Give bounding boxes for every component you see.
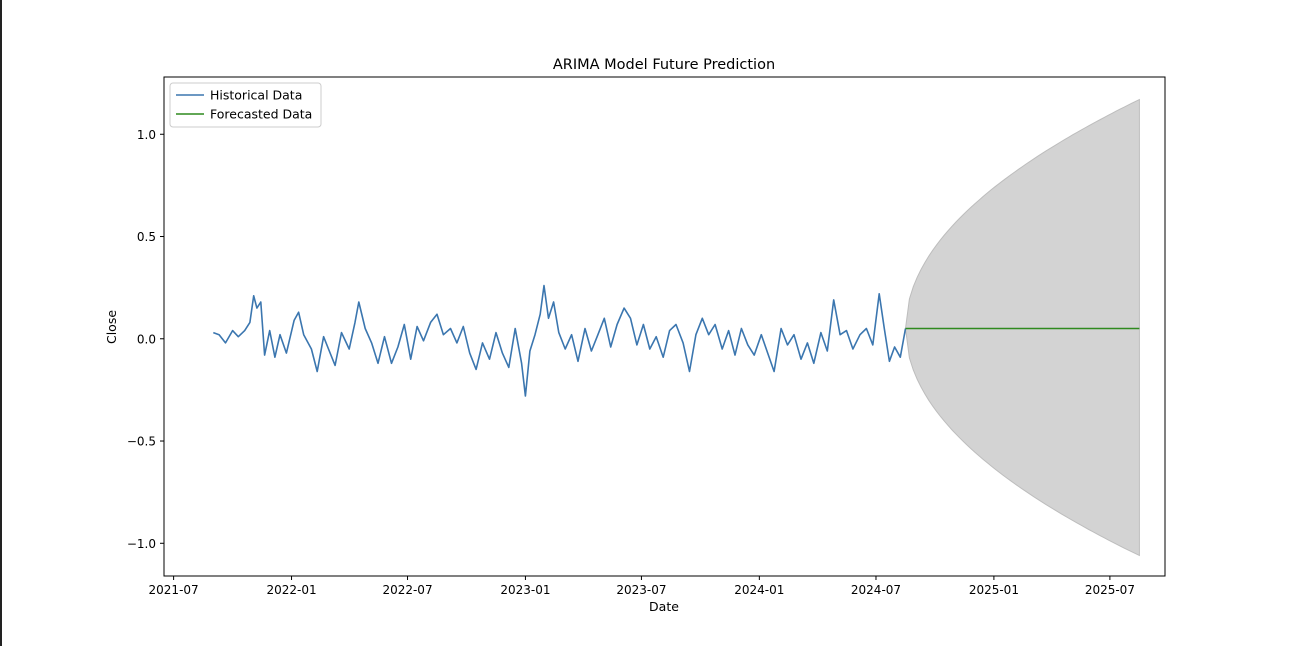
x-tick-label: 2023-07 [616, 583, 666, 597]
legend-box [169, 82, 322, 128]
confidence-band [904, 98, 1140, 557]
series-layer [213, 284, 1140, 397]
chart-title: ARIMA Model Future Prediction [553, 57, 775, 73]
confidence-band-layer [904, 98, 1140, 557]
x-tick-label: 2024-07 [851, 583, 901, 597]
legend-label-forecast: Forecasted Data [210, 107, 312, 122]
y-tick-label: 0.0 [137, 332, 156, 346]
x-tick-label: 2025-01 [969, 583, 1019, 597]
x-tick-label: 2022-07 [382, 583, 432, 597]
x-tick-label: 2024-01 [734, 583, 784, 597]
legend-label-historical: Historical Data [210, 88, 302, 103]
legend: Historical Data Forecasted Data [169, 82, 322, 128]
y-tick-label: 0.5 [137, 230, 156, 244]
y-tick-label: 1.0 [137, 128, 156, 142]
x-tick-label: 2025-07 [1085, 583, 1135, 597]
y-tick-label: −1.0 [127, 537, 156, 551]
historical-data-line [213, 284, 907, 397]
x-tick-label: 2023-01 [500, 583, 550, 597]
plot-frame [163, 76, 1166, 577]
x-tick-label: 2022-01 [266, 583, 316, 597]
x-axis-label: Date [649, 599, 679, 614]
window-edge [0, 0, 2, 646]
y-axis: −1.0 −0.5 0.0 0.5 1.0 [127, 128, 164, 551]
x-tick-label: 2021-07 [149, 583, 199, 597]
x-axis: 2021-07 2022-01 2022-07 2023-01 2023-07 2024-… [149, 576, 1135, 597]
y-tick-label: −0.5 [127, 435, 156, 449]
y-axis-label: Close [104, 310, 119, 344]
